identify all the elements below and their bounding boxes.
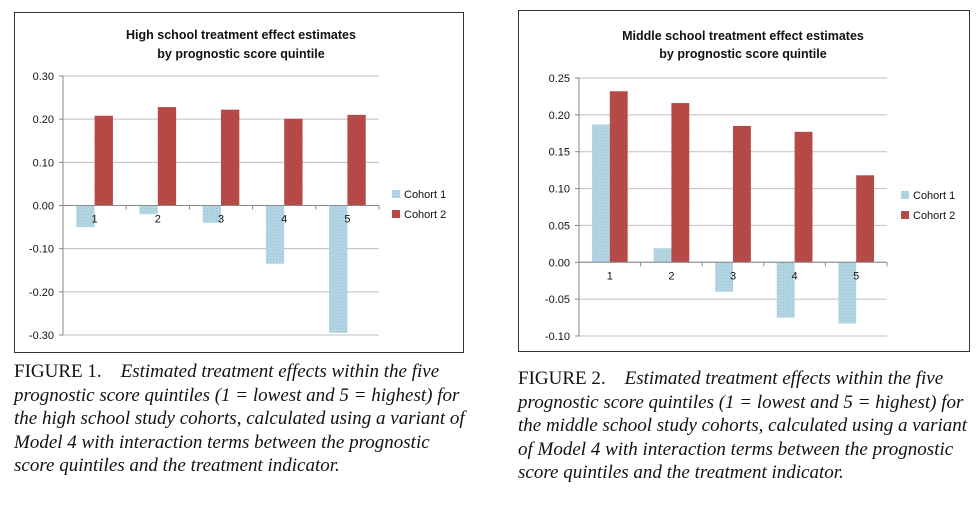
bar-cohort-2-quintile-1 (609, 91, 628, 263)
legend-label-cohort-2: Cohort 2 (404, 209, 446, 221)
bar-cohort-2-quintile-4 (794, 131, 813, 263)
x-category-label: 2 (155, 214, 161, 226)
bar-cohort-1-quintile-1 (76, 205, 95, 228)
legend-swatch-cohort-2 (392, 210, 400, 218)
y-tick-label: 0.10 (33, 157, 54, 169)
y-tick-label: 0.20 (549, 110, 570, 122)
x-category-label: 4 (281, 214, 287, 226)
figure-2-caption: FIGURE 2. Estimated treatment effects wi… (518, 367, 974, 485)
y-tick-label: -0.30 (29, 330, 54, 342)
legend-label-cohort-1: Cohort 1 (404, 189, 446, 201)
bar-cohort-1-quintile-5 (838, 262, 857, 324)
x-category-label: 3 (218, 214, 224, 226)
bar-cohort-1-quintile-3 (202, 205, 221, 223)
y-tick-label: 0.30 (33, 71, 54, 83)
y-tick-label: -0.10 (545, 331, 570, 343)
figure-2-label: FIGURE 2. (518, 368, 606, 389)
y-tick-label: -0.20 (29, 287, 54, 299)
bar-cohort-1-quintile-3 (715, 262, 733, 292)
y-tick-label: 0.05 (549, 220, 570, 232)
y-tick-label: 0.15 (549, 147, 570, 159)
chart-middle-school: Middle school treatment effect estimates… (545, 29, 955, 343)
y-tick-label: 0.00 (549, 257, 570, 269)
y-tick-label: -0.05 (545, 294, 570, 306)
chart-title-line-2: by prognostic score quintile (157, 47, 324, 61)
chart-panel-middle-school: Middle school treatment effect estimates… (518, 10, 970, 352)
x-category-label: 1 (607, 270, 613, 282)
y-tick-label: 0.25 (549, 73, 570, 85)
chart-title-line-1: Middle school treatment effect estimates (622, 29, 864, 43)
legend-label-cohort-1: Cohort 1 (913, 190, 955, 202)
bar-cohort-1-quintile-4 (776, 262, 795, 318)
bar-cohort-1-quintile-2 (653, 248, 672, 263)
y-tick-label: 0.20 (33, 114, 54, 126)
legend-label-cohort-2: Cohort 2 (913, 210, 955, 222)
figure-1-label: FIGURE 1. (14, 361, 102, 382)
bar-cohort-1-quintile-2 (139, 205, 158, 215)
y-tick-label: 0.10 (549, 184, 570, 196)
bar-cohort-2-quintile-3 (733, 125, 751, 263)
figure-1-text: Estimated treatment effects within the f… (14, 361, 465, 476)
figure-1-caption: FIGURE 1. Estimated treatment effects wi… (14, 360, 470, 478)
bar-cohort-2-quintile-2 (157, 107, 177, 206)
bar-cohort-2-quintile-5 (347, 114, 366, 206)
chart-panel-high-school: High school treatment effect estimates by… (14, 12, 464, 353)
chart-title-line-2: by prognostic score quintile (659, 47, 826, 61)
y-tick-label: 0.00 (33, 201, 54, 213)
x-category-label: 2 (668, 270, 674, 282)
bar-cohort-2-quintile-2 (671, 103, 690, 263)
figure-2-text: Estimated treatment effects within the f… (518, 368, 968, 483)
x-category-label: 4 (792, 270, 798, 282)
x-category-label: 1 (92, 214, 98, 226)
bar-cohort-2-quintile-4 (284, 118, 303, 206)
bar-cohort-2-quintile-5 (856, 175, 875, 263)
legend-swatch-cohort-1 (901, 191, 909, 199)
chart-title-line-1: High school treatment effect estimates (126, 28, 356, 42)
bar-cohort-2-quintile-1 (94, 115, 113, 206)
bar-cohort-2-quintile-3 (221, 109, 240, 206)
chart-high-school: High school treatment effect estimates by… (29, 28, 446, 342)
legend-swatch-cohort-2 (901, 211, 909, 219)
x-category-label: 5 (853, 270, 859, 282)
bar-cohort-1-quintile-4 (265, 205, 285, 264)
bar-cohort-1-quintile-1 (591, 124, 610, 263)
bar-cohort-1-quintile-5 (329, 205, 348, 333)
x-category-label: 5 (344, 214, 350, 226)
legend-swatch-cohort-1 (392, 190, 400, 198)
y-tick-label: -0.10 (29, 244, 54, 256)
x-category-label: 3 (730, 270, 736, 282)
